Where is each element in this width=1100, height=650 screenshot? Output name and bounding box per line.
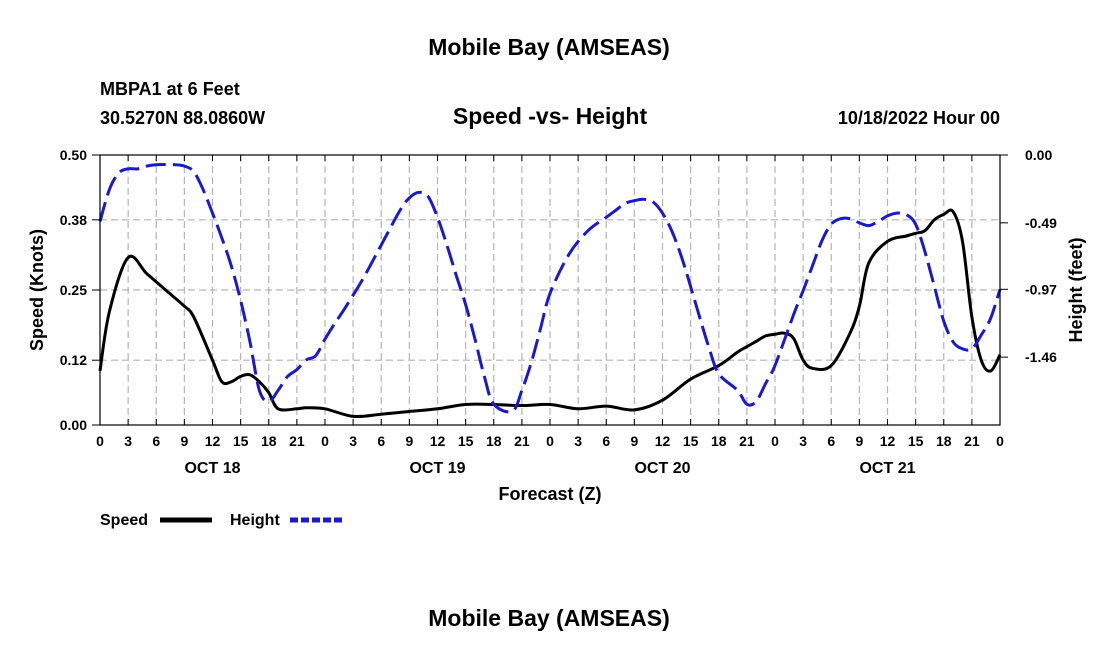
x-tick-label: 18 bbox=[711, 433, 727, 449]
chart-subtitle: Speed -vs- Height bbox=[453, 103, 648, 129]
y-left-tick-label: 0.12 bbox=[60, 352, 87, 368]
x-tick-label: 9 bbox=[180, 433, 188, 449]
x-tick-label: 0 bbox=[321, 433, 329, 449]
x-tick-label: 6 bbox=[827, 433, 835, 449]
y-right-tick-label: -0.49 bbox=[1025, 215, 1057, 231]
x-tick-label: 6 bbox=[152, 433, 160, 449]
x-tick-label: 0 bbox=[996, 433, 1004, 449]
y-right-label: Height (feet) bbox=[1066, 238, 1086, 343]
coords-label: 30.5270N 88.0860W bbox=[100, 108, 265, 128]
y-left-label: Speed (Knots) bbox=[27, 229, 47, 351]
x-tick-label: 9 bbox=[855, 433, 863, 449]
x-tick-label: 9 bbox=[405, 433, 413, 449]
y-left-tick-label: 0.00 bbox=[60, 417, 87, 433]
x-tick-label: 12 bbox=[205, 433, 221, 449]
datetime-label: 10/18/2022 Hour 00 bbox=[838, 108, 1000, 128]
series-line-height bbox=[98, 163, 1002, 414]
y-right-tick-label: -1.46 bbox=[1025, 349, 1057, 365]
y-right-tick-label: -0.97 bbox=[1025, 281, 1057, 297]
legend-height-label: Height bbox=[230, 512, 280, 529]
station-label: MBPA1 at 6 Feet bbox=[100, 79, 240, 99]
x-tick-label: 15 bbox=[458, 433, 474, 449]
axes: 0 3 6 9 12 15 18 21 0 3 6 9 12 15 18 21 0 3 6 9 12 15 18 21 0 3 6 9… bbox=[60, 147, 1057, 477]
x-tick-label: 21 bbox=[739, 433, 755, 449]
day-label: OCT 20 bbox=[634, 460, 690, 477]
x-tick-label: 15 bbox=[908, 433, 924, 449]
main-title: Mobile Bay (AMSEAS) bbox=[428, 34, 670, 60]
series bbox=[98, 163, 1002, 419]
x-tick-label: 12 bbox=[430, 433, 446, 449]
x-tick-label: 12 bbox=[880, 433, 896, 449]
x-tick-label: 18 bbox=[486, 433, 502, 449]
x-tick-label: 3 bbox=[124, 433, 132, 449]
x-tick-label: 18 bbox=[261, 433, 277, 449]
x-tick-label: 3 bbox=[574, 433, 582, 449]
x-tick-label: 3 bbox=[349, 433, 357, 449]
y-left-tick-label: 0.25 bbox=[60, 282, 87, 298]
x-tick-label: 0 bbox=[546, 433, 554, 449]
y-left-tick-label: 0.50 bbox=[60, 147, 87, 163]
y-right-tick-label: 0.00 bbox=[1025, 147, 1052, 163]
footer-title: Mobile Bay (AMSEAS) bbox=[428, 605, 670, 631]
day-label: OCT 21 bbox=[859, 460, 915, 477]
x-tick-label: 21 bbox=[964, 433, 980, 449]
x-tick-label: 15 bbox=[683, 433, 699, 449]
y-left-tick-label: 0.38 bbox=[60, 212, 87, 228]
x-tick-label: 9 bbox=[630, 433, 638, 449]
x-tick-label: 6 bbox=[377, 433, 385, 449]
legend: Speed Height bbox=[100, 512, 342, 529]
x-tick-label: 12 bbox=[655, 433, 671, 449]
x-tick-label: 0 bbox=[771, 433, 779, 449]
x-tick-label: 0 bbox=[96, 433, 104, 449]
day-label: OCT 19 bbox=[409, 460, 465, 477]
x-axis-label: Forecast (Z) bbox=[498, 484, 601, 504]
x-tick-label: 6 bbox=[602, 433, 610, 449]
x-tick-label: 15 bbox=[233, 433, 249, 449]
day-label: OCT 18 bbox=[184, 460, 240, 477]
legend-speed-label: Speed bbox=[100, 512, 148, 529]
x-tick-label: 21 bbox=[514, 433, 530, 449]
x-tick-label: 21 bbox=[289, 433, 305, 449]
x-tick-label: 3 bbox=[799, 433, 807, 449]
x-tick-label: 18 bbox=[936, 433, 952, 449]
series-line-speed bbox=[98, 208, 1002, 419]
